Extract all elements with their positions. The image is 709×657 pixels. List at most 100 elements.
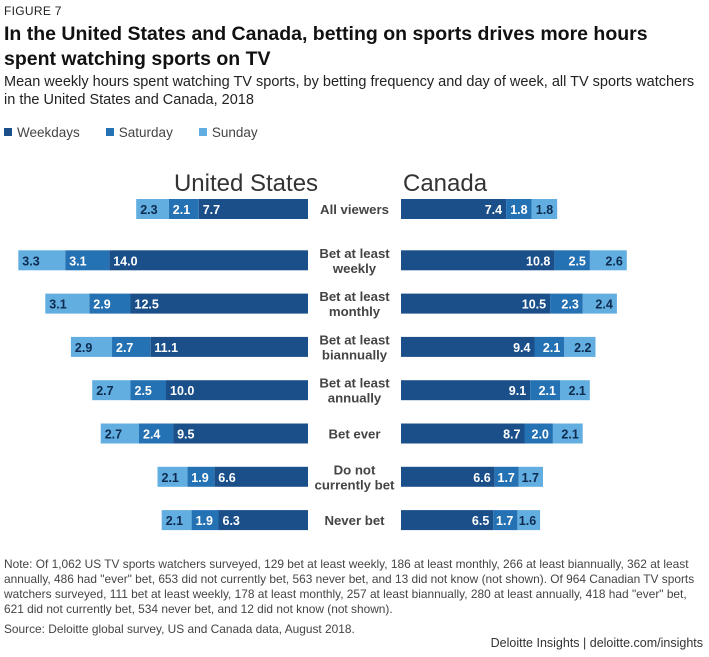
bar-us-sunday-bet-at-least-biannually [70,336,113,357]
bar-us-sunday-do-not-currently-bet [157,466,188,487]
panel-title-canada: Canada [403,170,488,197]
data-label-canada-sunday-all-viewers: 1.8 [536,203,553,217]
figure-label: FIGURE 7 [4,4,62,18]
category-label-all-viewers: All viewers [320,202,389,217]
data-label-us-saturday-bet-at-least-weekly: 3.1 [69,254,86,268]
data-label-canada-saturday-never-bet: 1.7 [496,514,513,528]
category-label-never-bet: Never bet [324,513,385,528]
category-label-bet-at-least-weekly: Bet at least [319,246,390,261]
chart-subtitle: Mean weekly hours spent watching TV spor… [4,74,695,108]
bar-us-weekdays-never-bet [218,510,308,531]
data-label-us-weekdays-bet-at-least-annually: 10.0 [170,384,194,398]
bar-us-saturday-bet-at-least-biannually [112,336,151,357]
data-label-us-saturday-bet-at-least-annually: 2.5 [135,384,152,398]
data-label-canada-saturday-bet-ever: 2.0 [532,428,549,442]
bar-canada-weekdays-all-viewers [401,199,507,219]
bar-us-saturday-bet-at-least-monthly [89,293,131,314]
bar-canada-weekdays-do-not-currently-bet [401,466,495,487]
category-label-bet-at-least-biannually: biannually [322,347,388,362]
bar-us-saturday-bet-at-least-weekly [65,250,110,271]
data-label-us-saturday-all-viewers: 2.1 [173,203,190,217]
category-label-bet-at-least-weekly: weekly [332,261,377,276]
legend-item-saturday: Saturday [105,124,173,140]
data-label-us-sunday-bet-at-least-biannually: 2.9 [75,341,92,355]
bar-canada-sunday-all-viewers [531,199,558,219]
bar-us-weekdays-bet-at-least-annually [166,380,308,401]
category-label-do-not-currently-bet: Do not [334,462,376,477]
chart-title: In the United States and Canada, betting… [4,23,648,70]
legend-swatch-sunday [198,128,207,136]
data-label-canada-sunday-do-not-currently-bet: 1.7 [522,471,539,485]
bar-canada-sunday-bet-ever [552,423,583,444]
bar-us-sunday-never-bet [161,510,192,531]
bar-us-sunday-all-viewers [136,199,169,219]
legend: Weekdays Saturday Sunday [4,124,284,140]
data-label-canada-saturday-bet-at-least-biannually: 2.1 [543,341,560,355]
legend-swatch-saturday [105,128,114,136]
data-label-us-weekdays-all-viewers: 7.7 [203,203,220,217]
bar-canada-sunday-bet-at-least-annually [560,380,590,401]
data-label-canada-weekdays-bet-at-least-monthly: 10.5 [522,298,546,312]
bar-canada-weekdays-bet-at-least-annually [401,380,531,401]
bar-us-sunday-bet-ever [100,423,139,444]
bar-us-saturday-do-not-currently-bet [187,466,215,487]
bar-canada-saturday-bet-at-least-monthly [550,293,583,314]
data-label-us-saturday-do-not-currently-bet: 1.9 [191,471,208,485]
data-label-us-weekdays-bet-ever: 9.5 [177,428,194,442]
data-label-us-weekdays-bet-at-least-monthly: 12.5 [135,298,159,312]
data-label-canada-weekdays-all-viewers: 7.4 [485,203,502,217]
data-label-us-sunday-bet-at-least-weekly: 3.3 [22,254,39,268]
bar-canada-saturday-bet-at-least-biannually [534,336,565,357]
bar-us-sunday-bet-at-least-monthly [45,293,90,314]
data-label-us-saturday-bet-at-least-biannually: 2.7 [116,341,133,355]
bar-us-saturday-never-bet [191,510,219,531]
data-label-canada-saturday-all-viewers: 1.8 [510,203,527,217]
data-label-canada-sunday-bet-ever: 2.1 [561,428,578,442]
data-label-canada-weekdays-bet-at-least-annually: 9.1 [509,384,526,398]
data-label-canada-weekdays-bet-at-least-biannually: 9.4 [513,341,530,355]
bar-canada-weekdays-bet-at-least-monthly [401,293,551,314]
data-label-us-weekdays-do-not-currently-bet: 6.6 [218,471,235,485]
bar-canada-saturday-bet-ever [524,423,553,444]
bar-canada-saturday-bet-at-least-annually [530,380,560,401]
bar-canada-saturday-bet-at-least-weekly [554,250,590,271]
data-label-canada-sunday-never-bet: 1.6 [519,514,536,528]
data-label-us-saturday-bet-ever: 2.4 [143,428,160,442]
data-label-us-sunday-do-not-currently-bet: 2.1 [162,471,179,485]
category-label-bet-ever: Bet ever [328,427,380,442]
bar-canada-saturday-do-not-currently-bet [494,466,519,487]
bar-canada-sunday-bet-at-least-monthly [582,293,617,314]
data-label-us-sunday-all-viewers: 2.3 [140,203,157,217]
chart-note: Note: Of 1,062 US TV sports watchers sur… [4,557,695,616]
legend-label-sunday: Sunday [211,124,258,140]
bar-canada-weekdays-bet-ever [401,423,525,444]
data-label-canada-weekdays-never-bet: 6.5 [472,514,489,528]
category-label-bet-at-least-annually: annually [328,391,382,406]
data-label-us-weekdays-bet-at-least-weekly: 14.0 [113,254,137,268]
bar-canada-sunday-do-not-currently-bet [518,466,543,487]
data-label-us-sunday-bet-at-least-annually: 2.7 [96,384,113,398]
bar-canada-weekdays-bet-at-least-weekly [401,250,555,271]
legend-label-saturday: Saturday [118,124,173,140]
category-label-bet-at-least-annually: Bet at least [319,376,390,391]
data-label-canada-sunday-bet-at-least-weekly: 2.6 [605,254,622,268]
bar-canada-sunday-bet-at-least-weekly [589,250,627,271]
bar-us-sunday-bet-at-least-weekly [18,250,66,271]
bar-us-sunday-bet-at-least-annually [92,380,131,401]
bar-canada-saturday-all-viewers [506,199,532,219]
data-label-canada-saturday-bet-at-least-annually: 2.1 [539,384,556,398]
data-label-us-saturday-bet-at-least-monthly: 2.9 [93,298,110,312]
bar-canada-sunday-bet-at-least-biannually [564,336,596,357]
data-label-canada-sunday-bet-at-least-annually: 2.1 [569,384,586,398]
data-label-us-sunday-bet-at-least-monthly: 3.1 [49,298,66,312]
data-label-us-weekdays-never-bet: 6.3 [223,514,240,528]
panel-title-united-states: United States [174,170,318,197]
data-label-canada-weekdays-bet-at-least-weekly: 10.8 [526,254,550,268]
category-label-bet-at-least-biannually: Bet at least [319,332,390,347]
category-label-bet-at-least-monthly: Bet at least [319,289,390,304]
data-label-canada-weekdays-do-not-currently-bet: 6.6 [473,471,490,485]
data-label-canada-saturday-do-not-currently-bet: 1.7 [498,471,515,485]
data-label-us-weekdays-bet-at-least-biannually: 11.1 [154,341,178,355]
bar-canada-weekdays-bet-at-least-biannually [401,336,535,357]
bar-canada-weekdays-never-bet [401,510,494,531]
